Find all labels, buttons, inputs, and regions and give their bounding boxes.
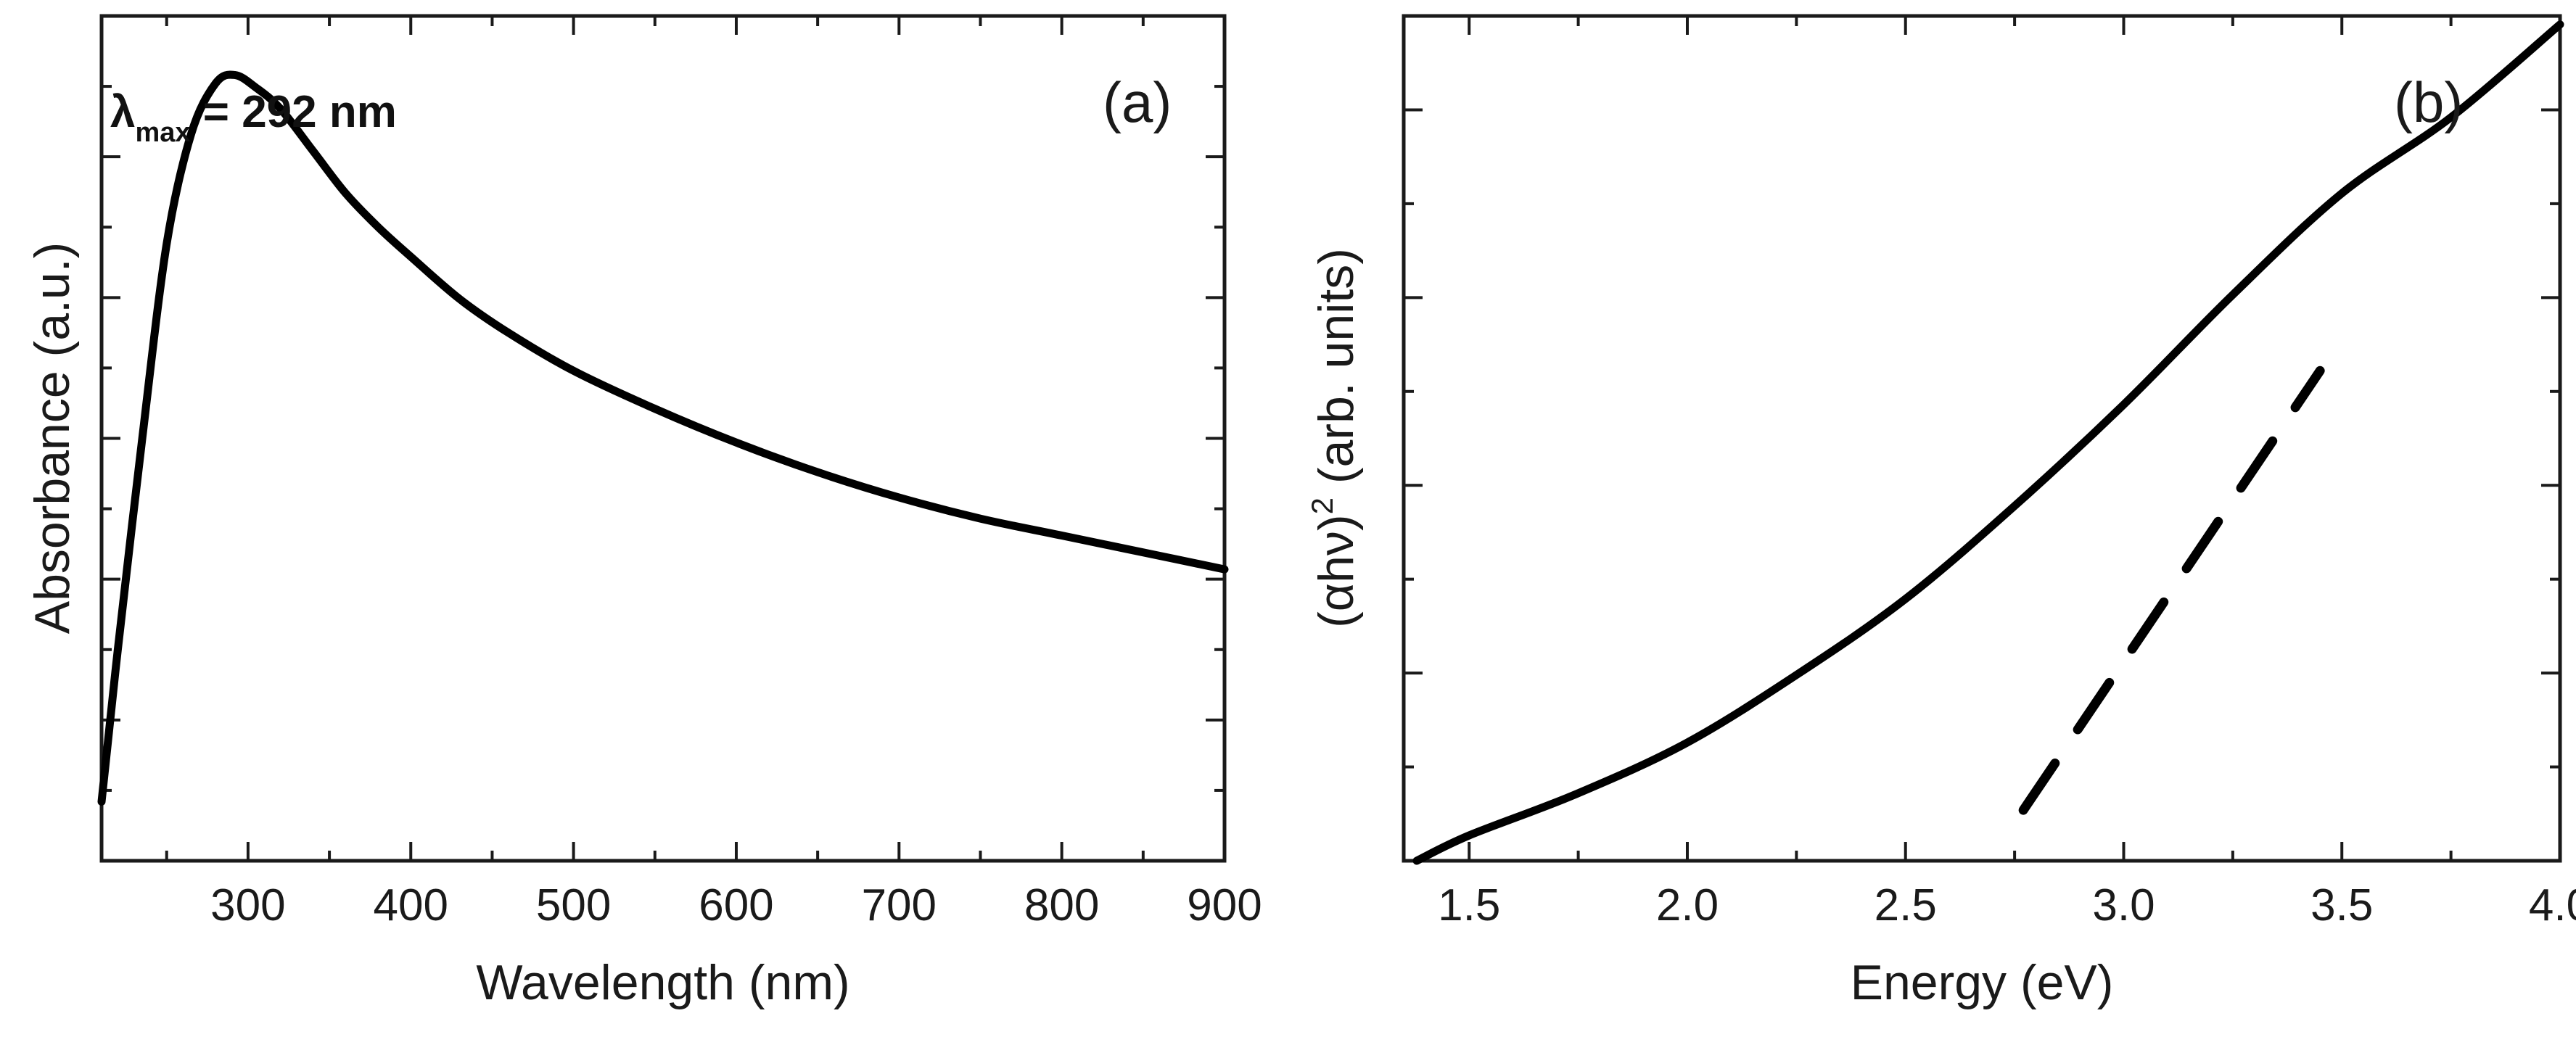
panel-a-tick-labels: 300 400 500 600 700 800 900 (210, 880, 1262, 930)
x-tick-label: 4.0 (2529, 880, 2576, 930)
x-tick-label: 600 (699, 880, 773, 930)
panel-b-x-axis-title: Energy (eV) (1851, 955, 2114, 1010)
panel-b-absorption-curve (1412, 20, 2564, 865)
ylabel-alpha: α (1309, 583, 1364, 611)
ylabel-open: ( (1309, 611, 1364, 628)
x-tick-label: 2.0 (1656, 880, 1719, 930)
ylabel-h: h (1309, 555, 1364, 583)
panel-b-y-axis-title: (αhν)2 (arb. units) (1305, 248, 1364, 628)
x-tick-label: 900 (1187, 880, 1262, 930)
lambda-symbol: λ (110, 87, 135, 137)
panel-a-label: (a) (1103, 70, 1172, 134)
x-tick-label: 2.5 (1875, 880, 1937, 930)
ylabel-rest: (arb. units) (1309, 248, 1364, 497)
panel-b: 1.5 2.0 2.5 3.0 3.5 4.0 (b) Energy (eV) (αhν)… (1305, 14, 2576, 1010)
ylabel-nu: ν (1309, 531, 1364, 555)
panel-b-dashed-fit-line (2018, 365, 2325, 815)
panel-a-ticks (102, 16, 1226, 861)
panel-b-tick-labels: 1.5 2.0 2.5 3.0 3.5 4.0 (1438, 880, 2576, 930)
lambda-subscript: max (135, 117, 190, 148)
panel-b-label: (b) (2394, 70, 2463, 134)
x-tick-label: 300 (210, 880, 285, 930)
panel-b-frame (1402, 14, 2562, 863)
x-tick-label: 1.5 (1438, 880, 1500, 930)
panel-a-y-axis-title: Absorbance (a.u.) (25, 242, 80, 635)
x-tick-label: 3.5 (2310, 880, 2373, 930)
ylabel-close: ) (1309, 514, 1364, 531)
lambda-max-annotation: λmax = 292 nm (110, 87, 397, 148)
x-tick-label: 3.0 (2092, 880, 2155, 930)
panel-b-ticks (1404, 16, 2561, 861)
lambda-value: = 292 nm (191, 87, 397, 137)
panel-a: 300 400 500 600 700 800 900 (a) λmax = 292 nm … (25, 14, 1262, 1010)
ylabel-sup: 2 (1305, 497, 1339, 514)
x-tick-label: 500 (536, 880, 611, 930)
x-tick-label: 400 (374, 880, 448, 930)
panel-a-x-axis-title: Wavelength (nm) (476, 955, 849, 1010)
x-tick-label: 700 (862, 880, 937, 930)
panel-a-absorbance-line (97, 70, 1229, 806)
panel-a-frame (99, 14, 1227, 863)
x-tick-label: 800 (1024, 880, 1099, 930)
